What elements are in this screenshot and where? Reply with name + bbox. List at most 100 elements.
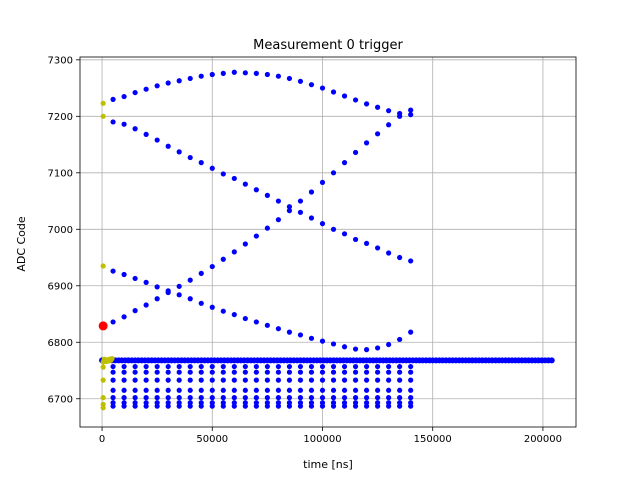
x-axis-ticks: 0 50000 100000 150000 200000 xyxy=(99,427,562,445)
data-point xyxy=(220,403,226,409)
data-point xyxy=(319,369,326,375)
data-point xyxy=(264,192,270,198)
data-point xyxy=(121,387,127,393)
data-point xyxy=(352,236,359,243)
data-point xyxy=(165,377,171,383)
data-point xyxy=(143,131,149,137)
data-point xyxy=(386,369,392,375)
data-point xyxy=(110,377,116,383)
data-point xyxy=(220,70,226,76)
data-point xyxy=(341,387,348,393)
data-point xyxy=(176,283,182,289)
series-level-6687 xyxy=(110,403,414,409)
data-point xyxy=(319,363,326,370)
data-point xyxy=(386,403,392,409)
data-point xyxy=(121,369,127,375)
data-point xyxy=(341,369,348,375)
data-point xyxy=(297,198,304,204)
data-point xyxy=(319,377,326,383)
data-point xyxy=(352,377,359,383)
data-point xyxy=(352,149,359,156)
data-point xyxy=(275,395,281,401)
data-point xyxy=(143,369,149,375)
data-point xyxy=(154,377,160,383)
data-point xyxy=(187,403,193,409)
data-point xyxy=(242,369,248,375)
x-tick-label: 0 xyxy=(99,434,105,445)
y-tick-label: 7300 xyxy=(48,55,73,66)
data-point xyxy=(165,395,171,401)
data-point xyxy=(330,226,337,232)
data-point xyxy=(264,322,270,328)
data-point xyxy=(286,208,293,214)
data-point xyxy=(242,387,248,393)
data-point xyxy=(231,69,237,75)
data-point xyxy=(319,395,326,401)
data-point xyxy=(363,403,370,409)
data-point xyxy=(231,377,237,383)
data-point xyxy=(100,263,106,269)
data-point xyxy=(209,403,215,409)
data-point xyxy=(132,363,138,370)
data-point xyxy=(187,277,193,283)
data-point xyxy=(231,395,237,401)
data-point xyxy=(386,377,392,383)
data-point xyxy=(375,345,381,351)
data-point xyxy=(275,198,281,204)
data-point xyxy=(264,71,270,78)
data-point xyxy=(275,73,281,79)
data-point xyxy=(253,369,259,375)
data-point xyxy=(187,387,193,393)
data-point xyxy=(548,357,555,364)
data-point xyxy=(397,403,403,409)
data-point xyxy=(209,387,215,393)
data-point xyxy=(341,395,348,401)
data-point xyxy=(286,403,293,409)
data-point xyxy=(330,341,337,347)
data-point xyxy=(198,403,204,409)
data-point xyxy=(110,395,116,401)
data-point xyxy=(386,387,392,393)
data-point xyxy=(363,347,370,353)
data-point xyxy=(386,363,392,370)
data-point xyxy=(209,263,215,270)
x-tick-label: 100000 xyxy=(303,434,341,445)
data-point xyxy=(264,403,270,409)
data-point xyxy=(154,296,160,302)
data-point xyxy=(397,387,403,393)
data-point xyxy=(275,403,281,409)
data-point xyxy=(375,387,381,393)
data-point xyxy=(187,395,193,401)
data-point xyxy=(209,363,215,370)
data-point xyxy=(198,387,204,393)
data-point xyxy=(264,377,270,383)
data-point xyxy=(308,387,315,393)
data-point xyxy=(286,204,293,210)
data-point xyxy=(308,335,315,341)
data-point xyxy=(297,377,304,383)
data-point xyxy=(275,363,281,370)
data-point xyxy=(363,377,370,383)
data-point xyxy=(154,137,160,143)
data-point xyxy=(187,154,193,161)
data-point xyxy=(100,395,106,401)
x-tick-label: 150000 xyxy=(414,434,452,445)
data-point xyxy=(242,403,248,409)
data-point xyxy=(198,160,204,166)
series-descending-line xyxy=(110,119,414,264)
series-level-6702 xyxy=(110,395,414,401)
y-axis-ticks: 6700 6800 6900 7000 7100 7200 7300 xyxy=(48,55,80,405)
data-point xyxy=(308,403,315,409)
y-tick-label: 6700 xyxy=(48,394,73,405)
data-point xyxy=(121,363,127,370)
data-point xyxy=(352,363,359,370)
data-point xyxy=(165,387,171,393)
data-point xyxy=(110,363,116,370)
data-point xyxy=(319,403,326,409)
plot-frame xyxy=(79,56,577,428)
data-point xyxy=(275,387,281,393)
x-tick-label: 50000 xyxy=(196,434,228,445)
data-point xyxy=(231,369,237,375)
series-ascending-line xyxy=(110,107,414,325)
y-tick-label: 7100 xyxy=(48,168,73,179)
